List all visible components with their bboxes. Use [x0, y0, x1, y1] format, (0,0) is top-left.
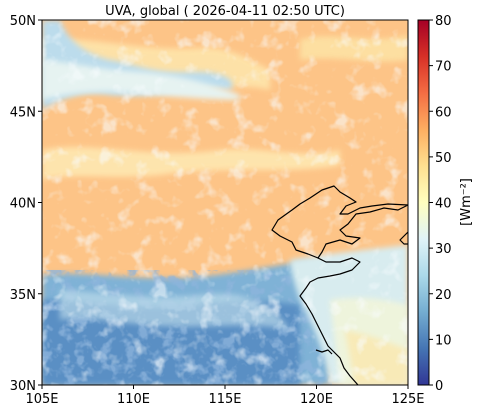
yangtze-estuary: [315, 349, 333, 355]
colorbar-tick-label: 30: [435, 242, 452, 257]
colorbar-tick-label: 60: [435, 105, 452, 120]
lon-tick-label: 120E: [300, 392, 333, 407]
colorbar-gradient: [417, 19, 430, 386]
lat-tick-label: 30N: [10, 379, 36, 394]
lat-tick-label: 50N: [10, 14, 36, 29]
longitude-axis: 105E 110E 115E 120E 125E: [25, 385, 425, 407]
colorbar-tick-label: 50: [435, 151, 452, 166]
cloud-texture: [42, 20, 408, 385]
colorbar-tick-label: 70: [435, 60, 452, 75]
lat-tick-label: 40N: [10, 197, 36, 212]
colorbar-ticks: 0 10 20 30 40 50 60 70 80: [429, 14, 452, 394]
lon-tick-label: 115E: [208, 392, 241, 407]
lat-tick-label: 35N: [10, 288, 36, 303]
bohai-bay-coastline: [271, 185, 408, 259]
lat-tick-label: 45N: [10, 105, 36, 120]
map-area: [42, 20, 408, 385]
latitude-axis: 30N 35N 40N 45N 50N: [10, 14, 42, 394]
shandong-coastline: [299, 257, 361, 385]
coastlines: [271, 185, 408, 385]
lon-tick-label: 105E: [25, 392, 58, 407]
korea-coastline: [399, 231, 408, 245]
lon-tick-label: 110E: [117, 392, 150, 407]
lon-tick-label: 125E: [391, 392, 424, 407]
colorbar: 0 10 20 30 40 50 60 70 80 [Wm⁻²]: [417, 14, 474, 394]
colorbar-tick-label: 40: [435, 197, 452, 212]
plot-title: UVA, global ( 2026-04-11 02:50 UTC): [105, 4, 345, 19]
colorbar-tick-label: 80: [435, 14, 452, 29]
colorbar-tick-label: 10: [435, 333, 452, 348]
colorbar-label: [Wm⁻²]: [459, 178, 474, 226]
colorbar-tick-label: 20: [435, 288, 452, 303]
colorbar-tick-label: 0: [435, 379, 443, 394]
